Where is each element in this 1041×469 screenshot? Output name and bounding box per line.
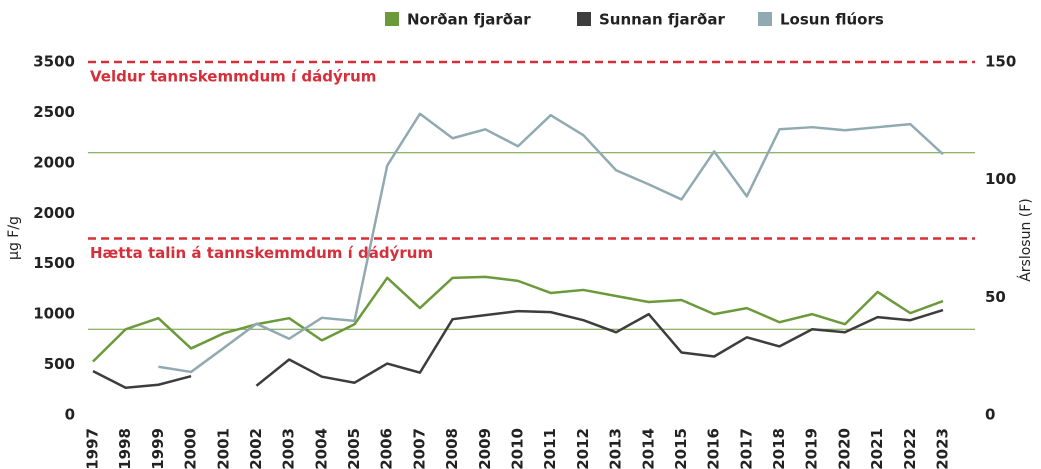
x-tick-label: 1998 xyxy=(116,428,134,469)
y-tick-label: 500 xyxy=(44,355,75,373)
x-tick-label: 2004 xyxy=(312,428,330,469)
x-tick-label: 2007 xyxy=(410,428,428,469)
legend-label: Norðan fjarðar xyxy=(407,11,531,29)
x-tick-label: 2002 xyxy=(247,428,265,469)
x-tick-label: 2021 xyxy=(868,428,886,469)
x-tick-label: 2001 xyxy=(214,428,232,469)
x-tick-label: 2014 xyxy=(639,428,657,469)
y-tick-label: 2500 xyxy=(33,103,75,121)
series-line xyxy=(92,308,944,390)
y2-tick-label: 50 xyxy=(985,288,1006,306)
x-tick-label: 2012 xyxy=(574,428,592,469)
y2-tick-label: 150 xyxy=(985,53,1016,71)
x-tick-label: 2019 xyxy=(803,428,821,469)
x-tick-label: 2018 xyxy=(770,428,788,469)
y2-tick-label: 100 xyxy=(985,170,1016,188)
y-tick-label: 1000 xyxy=(33,305,75,323)
series-line xyxy=(158,112,944,374)
legend-label: Sunnan fjarðar xyxy=(599,11,725,29)
x-tick-label: 2017 xyxy=(737,428,755,469)
x-tick-label: 2006 xyxy=(378,428,396,469)
x-tick-label: 2022 xyxy=(901,428,919,469)
legend-swatch xyxy=(758,12,772,26)
y-tick-label: 0 xyxy=(65,406,75,424)
x-tick-label: 1999 xyxy=(149,428,167,469)
y-axis-label: µg F/g xyxy=(6,216,22,260)
x-tick-label: 2013 xyxy=(607,428,625,469)
x-tick-label: 2011 xyxy=(541,428,559,469)
y-tick-label: 1500 xyxy=(33,254,75,272)
y-tick-label: 3500 xyxy=(33,53,75,71)
x-tick-label: 2000 xyxy=(182,428,200,469)
x-tick-label: 2003 xyxy=(280,428,298,469)
legend-label: Losun flúors xyxy=(780,11,884,29)
legend-swatch xyxy=(577,12,591,26)
series-line xyxy=(92,275,944,363)
x-tick-label: 2008 xyxy=(443,428,461,469)
x-tick-label: 1997 xyxy=(84,428,102,469)
y-tick-label: 2000 xyxy=(33,153,75,171)
x-tick-label: 2020 xyxy=(835,428,853,469)
y-tick-label: 2000 xyxy=(33,204,75,222)
legend-swatch xyxy=(385,12,399,26)
x-tick-label: 2009 xyxy=(476,428,494,469)
x-tick-label: 2023 xyxy=(934,428,952,469)
threshold-label: Hætta talin á tannskemmdum í dádýrum xyxy=(90,244,433,262)
y2-axis-label: Árslosun (F) xyxy=(1017,198,1034,282)
x-tick-label: 2005 xyxy=(345,428,363,469)
y2-tick-label: 0 xyxy=(985,406,995,424)
x-tick-label: 2010 xyxy=(509,428,527,469)
x-tick-label: 2016 xyxy=(705,428,723,469)
x-tick-label: 2015 xyxy=(672,428,690,469)
threshold-label: Veldur tannskemmdum í dádýrum xyxy=(90,68,376,86)
